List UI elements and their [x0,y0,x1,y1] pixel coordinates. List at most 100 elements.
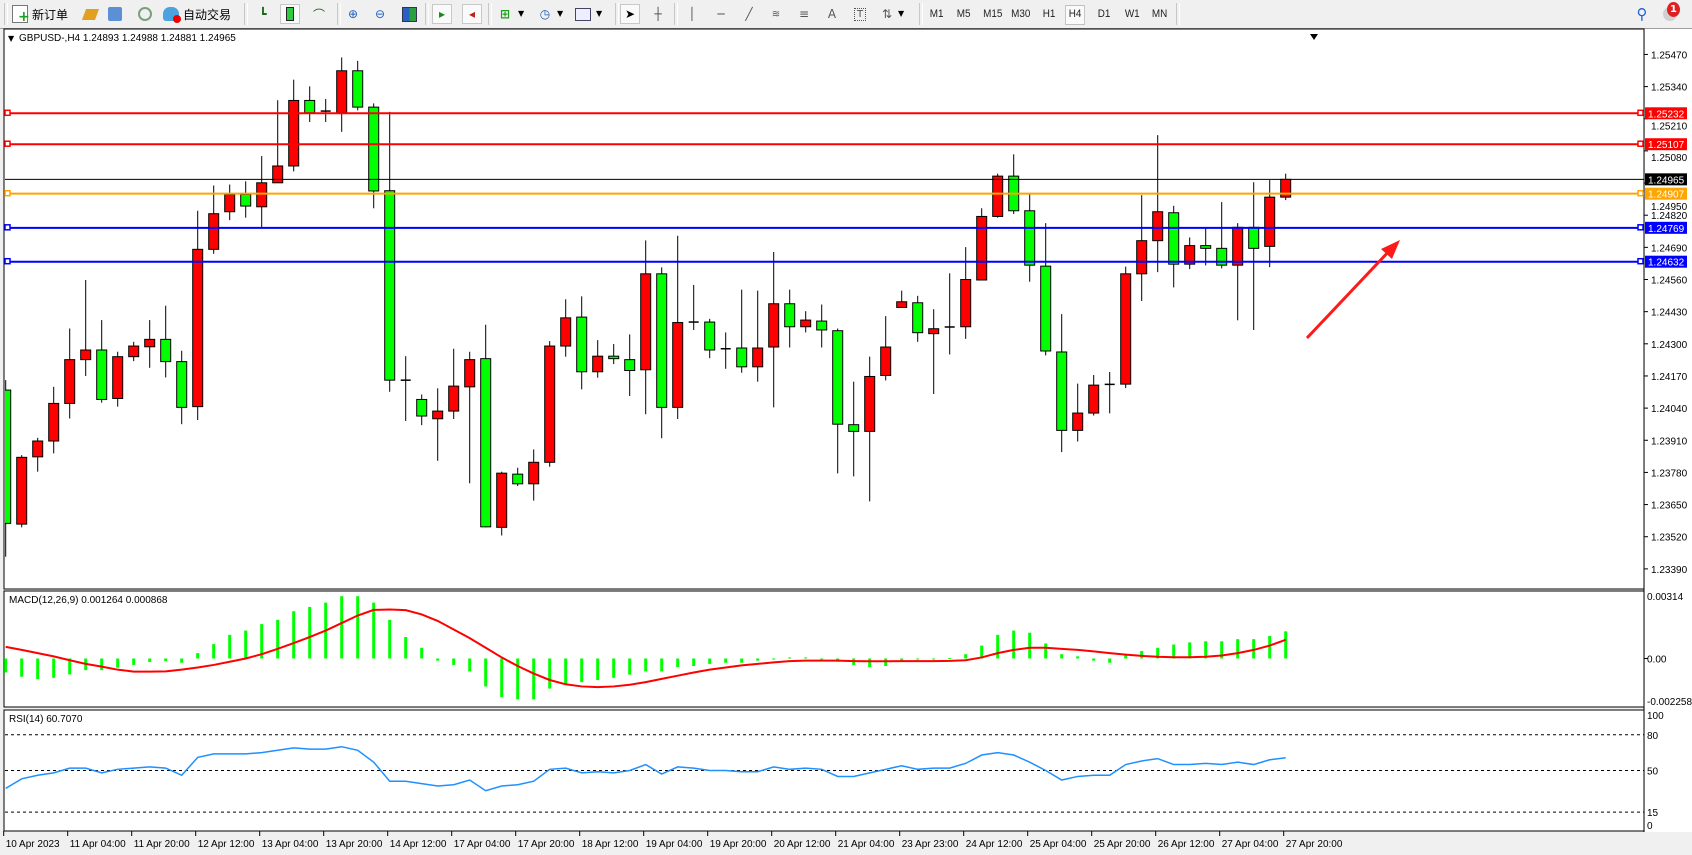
macd-histogram-bar [244,630,248,659]
rsi-tick-label: 80 [1647,731,1659,742]
notification-button[interactable]: 1 [1660,2,1680,24]
macd-histogram-bar [436,658,440,661]
timeframe-m15[interactable]: M15 [983,8,1003,20]
timeframe-m1[interactable]: M1 [929,8,944,20]
macd-histogram-bar [820,658,824,660]
timeframe-w1[interactable]: W1 [1124,8,1140,20]
zoom-in-button[interactable]: ⊕ [343,4,363,24]
price-tick-label: 1.24560 [1651,276,1688,287]
chevron-down-icon[interactable]: ▼ [898,9,905,18]
line-handle-right [1637,189,1644,197]
macd-pane[interactable] [3,590,1645,708]
periods-button[interactable]: ◷ [535,4,555,24]
fibonacci-expansion-button[interactable]: ≋ [766,4,786,24]
candle [48,386,60,454]
toolbar-separator [919,3,923,25]
rsi-layer [5,734,1644,813]
price-tick-label: 1.24690 [1651,243,1688,254]
timeframe-m5[interactable]: M5 [956,8,971,20]
macd-histogram-bar [964,654,968,659]
macd-histogram-bar [1156,647,1160,659]
line-handle-left [4,140,11,147]
vertical-line-button[interactable]: │ [682,4,702,24]
price-line-label-box [1645,221,1687,234]
chevron-down-icon[interactable]: ▼ [557,9,564,18]
candle [16,455,28,528]
zoom-out-button[interactable]: ⊖ [370,4,390,24]
chart-menu-triangle-icon[interactable]: ▼ [8,34,15,43]
candle [1056,314,1068,453]
candle-body-bear [416,398,428,417]
chart-shift-button[interactable]: ◂ [462,4,482,24]
chevron-down-icon[interactable]: ▼ [596,9,603,18]
price-line-label-box [1645,107,1687,120]
timeframe-mn[interactable]: MN [1151,8,1168,20]
candle-body-bear [784,303,796,328]
macd-histogram-bar [676,658,680,668]
timeframe-m30[interactable]: M30 [1011,8,1031,20]
line-handle-right [1637,109,1644,117]
axes-layer: 1.25470 1.25340 1.25210 1.25080 1.249501.248… [3,50,1692,850]
macd-histogram-bar [1060,654,1064,659]
fibonacci-retracement-button[interactable]: ≡ [794,4,814,24]
auto-trading-button[interactable]: 自动交易 [163,4,231,24]
candle [448,348,460,419]
new-order-button[interactable]: + 新订单 [12,4,68,24]
indicators-button[interactable]: ⊞ [495,4,515,24]
price-tick-label: 1.24430 [1651,308,1688,319]
time-tick-label: 21 Apr 04:00 [838,839,895,850]
macd-histogram-bar [420,647,424,659]
candle [288,79,300,172]
annotation-arrow[interactable] [1305,240,1400,340]
candle [432,388,444,461]
candle-body-bull [928,328,940,335]
line-handle-left [4,224,11,231]
text-label-icon: T [853,7,867,21]
cursor-button[interactable]: ➤ [620,4,640,24]
price-axis[interactable] [1645,29,1692,832]
candle [928,309,940,395]
tile-windows-button[interactable] [399,4,419,24]
signals-button[interactable] [135,4,155,24]
text-label-button[interactable]: T [850,4,870,24]
trendline-button[interactable]: ╱ [739,4,759,24]
macd-histogram-bar [612,658,616,678]
candlestick-button[interactable] [280,4,300,24]
text-button[interactable]: A [822,4,842,24]
line-handle-left [4,257,11,265]
templates-button[interactable] [573,4,593,24]
time-tick-label: 25 Apr 20:00 [1094,839,1151,850]
price-tick-label: 1.24820 [1651,211,1688,222]
crosshair-button[interactable]: ┼ [648,4,668,24]
time-tick-label: 13 Apr 20:00 [326,839,383,850]
market-watch-icon [108,7,122,21]
arrows-button[interactable]: ⇅ [877,4,897,24]
time-tick-label: 11 Apr 04:00 [70,839,126,850]
timeframe-h1[interactable]: H1 [1042,8,1056,20]
search-button[interactable]: ⚲ [1632,4,1652,24]
horizontal-line-button[interactable]: ─ [711,4,731,24]
auto-scroll-button[interactable]: ▸ [432,4,452,24]
market-watch-button[interactable] [105,4,125,24]
candle-body-bear [816,320,828,331]
macd-histogram-bar [1076,656,1080,659]
candle [800,311,812,333]
macd-histogram-bar [1124,655,1128,659]
candle [992,173,1004,218]
price-line-label: 1.24632 [1648,258,1685,269]
candle-body-bull [1136,240,1148,275]
candle-body-bull [144,338,156,348]
timeframe-h4[interactable]: H4 [1065,5,1085,25]
timeframe-d1[interactable]: D1 [1097,8,1111,20]
auto-scroll-icon: ▸ [438,7,446,21]
macd-histogram-bar [356,596,360,659]
fibonacci-expansion-icon: ≋ [771,8,781,20]
price-tick-label: 1.24300 [1651,340,1688,351]
bar-chart-button[interactable]: ┗ [253,4,273,24]
line-chart-button[interactable]: ⌒ [309,4,329,24]
chart-shift-marker-icon[interactable] [1310,34,1318,40]
chevron-down-icon[interactable]: ▼ [518,9,525,18]
candle-body-bull [864,375,876,432]
candle [208,185,220,254]
